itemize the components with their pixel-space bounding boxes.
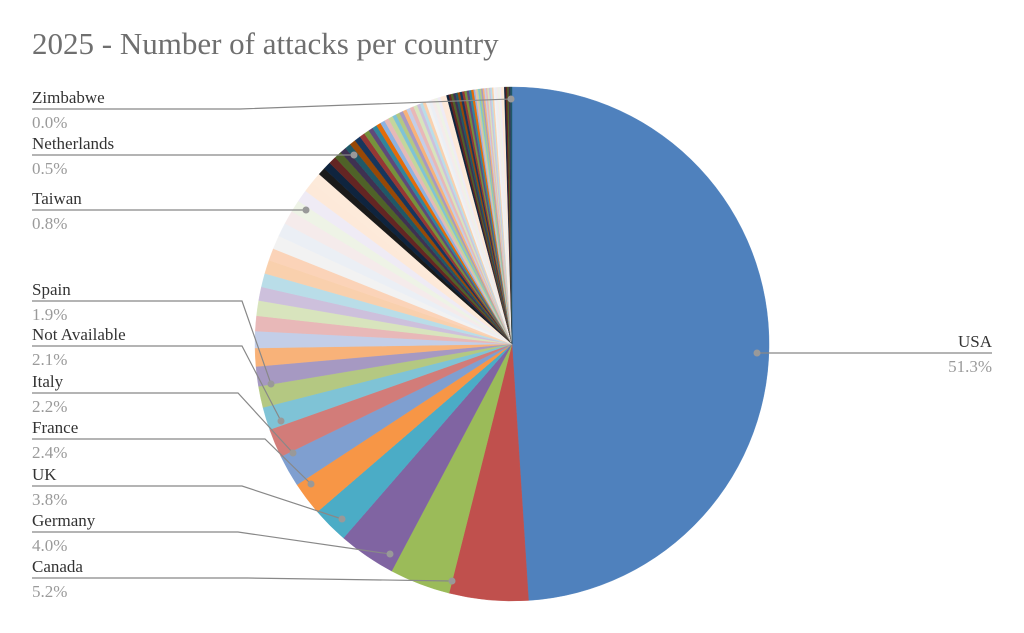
slice-percent-taiwan: 0.8% bbox=[32, 214, 67, 233]
slice-name-spain: Spain bbox=[32, 280, 71, 299]
slice-percent-germany: 4.0% bbox=[32, 536, 67, 555]
leader-dot-netherlands bbox=[350, 151, 358, 159]
label-not-available: Not Available 2.1% bbox=[32, 325, 285, 425]
slice-name-netherlands: Netherlands bbox=[32, 134, 114, 153]
leader-line-spain bbox=[32, 300, 272, 385]
slice-name-taiwan: Taiwan bbox=[32, 189, 82, 208]
leader-dot-france bbox=[307, 480, 315, 488]
label-taiwan: Taiwan 0.8% bbox=[32, 189, 310, 233]
label-zimbabwe: Zimbabwe 0.0% bbox=[32, 88, 515, 132]
slice-percent-netherlands: 0.5% bbox=[32, 159, 67, 178]
pie-slice-usa bbox=[511, 86, 770, 601]
slice-percent-italy: 2.2% bbox=[32, 397, 67, 416]
leader-dot-usa bbox=[753, 349, 761, 357]
slice-name-germany: Germany bbox=[32, 511, 96, 530]
label-canada: Canada 5.2% bbox=[32, 557, 456, 601]
label-italy: Italy 2.2% bbox=[32, 372, 297, 457]
pie-slices bbox=[254, 86, 770, 602]
slice-percent-usa: 51.3% bbox=[948, 357, 992, 376]
slice-percent-uk: 3.8% bbox=[32, 490, 67, 509]
leader-dot-italy bbox=[289, 449, 297, 457]
leader-line-canada bbox=[32, 577, 453, 582]
slice-percent-france: 2.4% bbox=[32, 443, 67, 462]
leader-line-germany bbox=[32, 531, 391, 555]
leader-line-not-available bbox=[32, 345, 282, 422]
slice-percent-spain: 1.9% bbox=[32, 305, 67, 324]
leader-dot-zimbabwe bbox=[507, 95, 515, 103]
leader-dot-canada bbox=[448, 577, 456, 585]
label-germany: Germany 4.0% bbox=[32, 511, 394, 558]
slice-percent-canada: 5.2% bbox=[32, 582, 67, 601]
leader-dot-taiwan bbox=[302, 206, 310, 214]
chart-title: 2025 - Number of attacks per country bbox=[32, 26, 499, 61]
leader-line-zimbabwe bbox=[32, 98, 512, 110]
slice-name-uk: UK bbox=[32, 465, 57, 484]
leader-dot-not-available bbox=[277, 417, 285, 425]
label-spain: Spain 1.9% bbox=[32, 280, 275, 388]
slice-percent-not-available: 2.1% bbox=[32, 350, 67, 369]
slice-name-not-available: Not Available bbox=[32, 325, 126, 344]
label-netherlands: Netherlands 0.5% bbox=[32, 134, 358, 178]
slice-name-usa: USA bbox=[958, 332, 993, 351]
leader-dot-uk bbox=[338, 515, 346, 523]
pie-slice-other-85 bbox=[510, 86, 513, 345]
label-uk: UK 3.8% bbox=[32, 465, 346, 523]
leader-line-france bbox=[32, 438, 312, 485]
leader-line-uk bbox=[32, 485, 343, 520]
slice-percent-zimbabwe: 0.0% bbox=[32, 113, 67, 132]
slice-name-zimbabwe: Zimbabwe bbox=[32, 88, 105, 107]
label-usa: USA 51.3% bbox=[753, 332, 993, 376]
leader-dot-germany bbox=[386, 550, 394, 558]
label-france: France 2.4% bbox=[32, 418, 315, 488]
leader-line-italy bbox=[32, 392, 294, 454]
leader-dot-spain bbox=[267, 380, 275, 388]
slice-name-canada: Canada bbox=[32, 557, 83, 576]
pie-labels: USA 51.3% Canada 5.2% Germany 4.0% UK 3.8% Franc… bbox=[32, 88, 993, 601]
slice-name-france: France bbox=[32, 418, 78, 437]
slice-name-italy: Italy bbox=[32, 372, 64, 391]
